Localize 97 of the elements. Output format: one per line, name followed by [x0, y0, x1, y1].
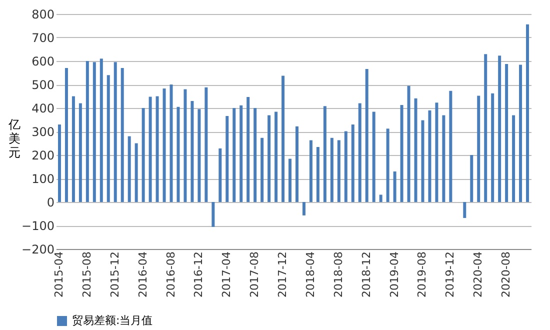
y-tick-label: 300: [32, 125, 54, 139]
bar: [288, 158, 292, 202]
x-tick-label: 2019-04: [388, 252, 401, 298]
bar: [316, 147, 320, 202]
bar: [358, 103, 362, 202]
x-tick-label: 2017-04: [220, 252, 234, 298]
y-tick-label: 0: [46, 196, 54, 210]
bar: [498, 56, 502, 202]
bar: [246, 96, 250, 202]
x-tick-label: 2015-04: [52, 252, 66, 298]
bar: [282, 76, 285, 202]
bar: [337, 140, 340, 202]
bar: [302, 202, 306, 216]
bar: [484, 54, 488, 202]
bar: [218, 148, 222, 202]
bar: [204, 87, 208, 202]
y-tick-label: 500: [32, 78, 54, 92]
bar: [421, 120, 424, 202]
bar: [170, 84, 173, 202]
bar: [142, 108, 145, 202]
bar: [190, 100, 194, 202]
x-tick-label: 2015-12: [108, 252, 122, 298]
bar: [120, 68, 124, 202]
bar: [407, 86, 410, 202]
bar: [162, 88, 166, 202]
bar: [386, 128, 390, 202]
bar: [309, 140, 312, 202]
bar: [477, 96, 480, 202]
bar: [330, 138, 334, 202]
x-tick-label: 2017-12: [276, 252, 290, 298]
bar: [268, 115, 271, 202]
bar: [414, 98, 418, 202]
bar: [78, 103, 82, 202]
y-tick-label: 100: [32, 172, 54, 186]
bar: [114, 62, 117, 202]
bar: [372, 112, 376, 202]
y-tick-label: 700: [32, 31, 54, 45]
x-tick-label: 2016-08: [164, 252, 178, 298]
bar: [512, 115, 516, 202]
x-tick-label: 2019-08: [416, 252, 429, 298]
bar: [156, 96, 159, 202]
bar: [106, 75, 110, 202]
bar: [505, 64, 508, 202]
x-tick-label: 2016-04: [136, 252, 150, 298]
bar: [295, 126, 298, 202]
bar: [254, 108, 257, 202]
bar: [58, 124, 61, 202]
bar: [526, 24, 530, 202]
bar: [134, 143, 138, 202]
bar: [260, 138, 264, 202]
x-tick-label: 2016-12: [192, 252, 206, 298]
bar: [72, 96, 75, 202]
y-axis-title: 亿美元: [8, 118, 20, 160]
bar: [463, 202, 466, 218]
bar: [240, 105, 243, 202]
y-tick-label: −100: [22, 219, 54, 233]
bar: [86, 61, 89, 202]
bar: [519, 64, 522, 202]
y-tick-label: −200: [22, 242, 54, 256]
bar: [344, 131, 348, 202]
bar: [212, 202, 215, 227]
bar: [449, 90, 452, 202]
bar: [128, 136, 131, 202]
x-tick-label: 2019-12: [444, 252, 457, 298]
bar: [491, 93, 494, 202]
bar: [92, 62, 96, 202]
bar: [198, 109, 201, 202]
bar: [442, 115, 446, 202]
y-tick-label: 400: [32, 102, 54, 116]
bar: [323, 106, 326, 202]
bar: [232, 108, 236, 202]
bar: [351, 124, 354, 202]
bar: [64, 68, 68, 202]
bar: [428, 110, 432, 202]
x-tick-label: 2017-08: [248, 252, 262, 298]
bar: [435, 102, 438, 202]
bar: [393, 171, 396, 202]
x-tick-label: 2020-04: [472, 252, 485, 298]
x-tick-label: 2018-08: [332, 252, 345, 298]
x-tick-label: 2015-08: [80, 252, 94, 298]
y-tick-label: 200: [32, 148, 54, 162]
x-tick-label: 2018-04: [304, 252, 317, 298]
bar: [470, 155, 474, 202]
bar: [274, 112, 278, 202]
bar: [176, 106, 180, 202]
y-tick-label: 600: [32, 54, 54, 68]
bar: [100, 58, 103, 202]
bar: [148, 96, 152, 202]
x-tick-label: 2018-12: [360, 252, 373, 298]
legend-label: 贸易差额:当月值: [72, 314, 153, 327]
bar: [365, 68, 368, 202]
bar: [226, 116, 229, 202]
bar: [379, 194, 382, 202]
bar: [184, 89, 187, 202]
bar: [400, 104, 404, 202]
x-tick-label: 2020-08: [500, 252, 513, 298]
y-tick-label: 800: [32, 8, 54, 22]
